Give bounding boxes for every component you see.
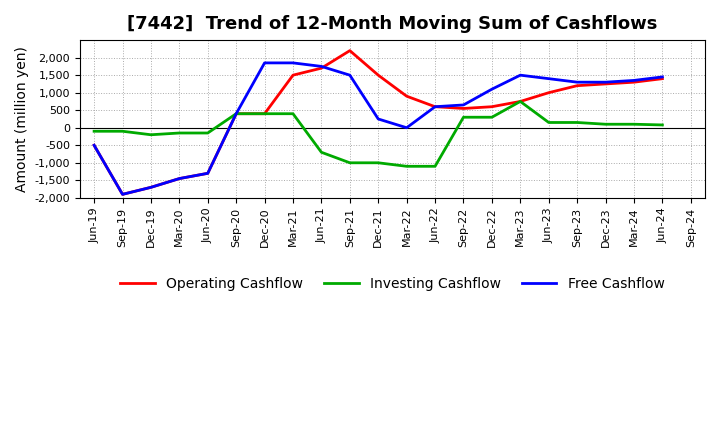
Investing Cashflow [516, 99, 525, 104]
Operating Cashflow [317, 66, 325, 71]
Operating Cashflow [232, 111, 240, 116]
Operating Cashflow [118, 192, 127, 197]
Operating Cashflow [260, 111, 269, 116]
Free Cashflow [260, 60, 269, 66]
Operating Cashflow [147, 185, 156, 190]
Investing Cashflow [232, 111, 240, 116]
Investing Cashflow [289, 111, 297, 116]
Operating Cashflow [601, 81, 610, 87]
Line: Free Cashflow: Free Cashflow [94, 63, 662, 194]
Free Cashflow [147, 185, 156, 190]
Free Cashflow [232, 111, 240, 116]
Free Cashflow [346, 73, 354, 78]
Operating Cashflow [630, 80, 639, 85]
Line: Operating Cashflow: Operating Cashflow [94, 51, 662, 194]
Investing Cashflow [601, 121, 610, 127]
Operating Cashflow [402, 94, 411, 99]
Free Cashflow [516, 73, 525, 78]
Operating Cashflow [516, 99, 525, 104]
Operating Cashflow [544, 90, 553, 95]
Investing Cashflow [346, 160, 354, 165]
Investing Cashflow [487, 114, 496, 120]
Free Cashflow [204, 171, 212, 176]
Investing Cashflow [630, 121, 639, 127]
Free Cashflow [90, 143, 99, 148]
Free Cashflow [317, 64, 325, 69]
Free Cashflow [487, 87, 496, 92]
Investing Cashflow [459, 114, 468, 120]
Free Cashflow [630, 78, 639, 83]
Operating Cashflow [431, 104, 439, 110]
Title: [7442]  Trend of 12-Month Moving Sum of Cashflows: [7442] Trend of 12-Month Moving Sum of C… [127, 15, 657, 33]
Investing Cashflow [402, 164, 411, 169]
Free Cashflow [374, 116, 382, 121]
Free Cashflow [175, 176, 184, 181]
Investing Cashflow [260, 111, 269, 116]
Operating Cashflow [374, 73, 382, 78]
Investing Cashflow [573, 120, 582, 125]
Investing Cashflow [658, 122, 667, 128]
Operating Cashflow [487, 104, 496, 110]
Investing Cashflow [431, 164, 439, 169]
Investing Cashflow [317, 150, 325, 155]
Operating Cashflow [658, 76, 667, 81]
Investing Cashflow [90, 128, 99, 134]
Investing Cashflow [544, 120, 553, 125]
Free Cashflow [402, 125, 411, 130]
Operating Cashflow [459, 106, 468, 111]
Investing Cashflow [118, 128, 127, 134]
Investing Cashflow [204, 130, 212, 136]
Free Cashflow [601, 80, 610, 85]
Operating Cashflow [90, 143, 99, 148]
Free Cashflow [658, 74, 667, 80]
Operating Cashflow [346, 48, 354, 53]
Operating Cashflow [573, 83, 582, 88]
Y-axis label: Amount (million yen): Amount (million yen) [15, 46, 29, 192]
Investing Cashflow [175, 130, 184, 136]
Free Cashflow [459, 103, 468, 108]
Free Cashflow [118, 192, 127, 197]
Free Cashflow [544, 76, 553, 81]
Operating Cashflow [204, 171, 212, 176]
Investing Cashflow [147, 132, 156, 137]
Operating Cashflow [175, 176, 184, 181]
Free Cashflow [573, 80, 582, 85]
Free Cashflow [431, 104, 439, 110]
Line: Investing Cashflow: Investing Cashflow [94, 102, 662, 166]
Investing Cashflow [374, 160, 382, 165]
Operating Cashflow [289, 73, 297, 78]
Free Cashflow [289, 60, 297, 66]
Legend: Operating Cashflow, Investing Cashflow, Free Cashflow: Operating Cashflow, Investing Cashflow, … [115, 271, 670, 296]
